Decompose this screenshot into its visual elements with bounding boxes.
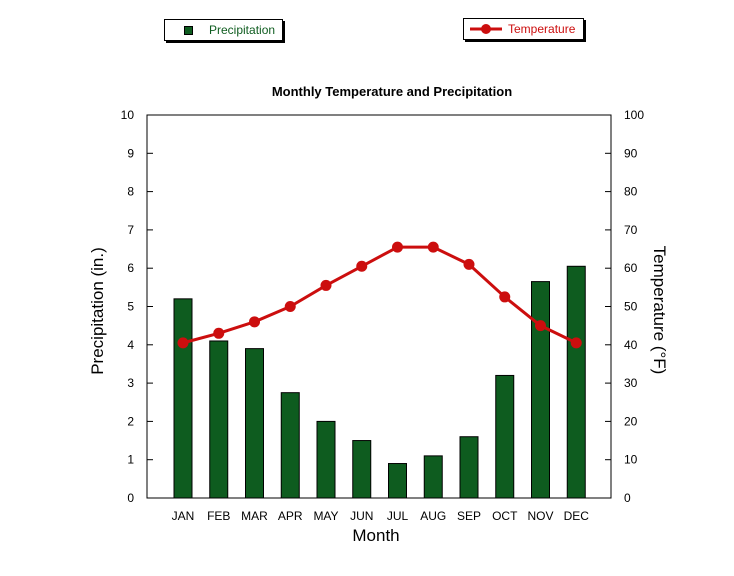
x-tick-label: FEB: [207, 509, 230, 523]
precipitation-bar: [316, 420, 336, 499]
y-left-tick-label: 10: [121, 108, 135, 122]
legend-precipitation-label: Precipitation: [209, 23, 276, 37]
temperature-point: [249, 316, 260, 328]
y-right-tick-label: 40: [624, 338, 638, 352]
temperature-point: [535, 320, 546, 332]
precipitation-bar: [209, 340, 229, 499]
y-left-tick-label: 0: [127, 491, 134, 505]
x-tick-label: AUG: [420, 509, 446, 523]
y-right-tick-label: 80: [624, 185, 638, 199]
y-axis-left-label: Precipitation (in.): [88, 247, 107, 375]
y-left-tick-label: 8: [127, 185, 134, 199]
y-right-tick-label: 0: [624, 491, 631, 505]
temperature-point: [320, 279, 332, 291]
x-tick-label: JAN: [172, 509, 195, 523]
legend-temperature-marker: [470, 24, 502, 34]
chart-title: Monthly Temperature and Precipitation: [272, 84, 512, 99]
x-tick-label: JUN: [350, 509, 373, 523]
x-tick-label: SEP: [457, 509, 481, 523]
precipitation-bar: [495, 374, 515, 499]
precipitation-bar: [352, 440, 372, 499]
y-left-tick-label: 9: [127, 146, 134, 160]
temperature-point: [213, 327, 225, 339]
temperature-line: [182, 245, 577, 345]
x-tick-label: MAY: [313, 509, 338, 523]
y-left-tick-label: 3: [127, 376, 134, 390]
x-tick-label: APR: [278, 509, 303, 523]
precipitation-bar: [245, 348, 264, 499]
y-axis-right-label: Temperature (°F): [650, 246, 669, 375]
precipitation-bar: [566, 265, 586, 499]
y-right-tick-label: 60: [624, 261, 638, 275]
x-tick-label: NOV: [527, 509, 553, 523]
legend-precipitation-swatch: [184, 26, 193, 35]
y-right-tick-label: 30: [624, 376, 638, 390]
y-left-tick-label: 2: [127, 414, 134, 428]
precipitation-bar: [459, 436, 479, 499]
precipitation-bar: [173, 298, 193, 499]
x-tick-label: OCT: [492, 509, 518, 523]
x-axis-label: Month: [352, 526, 399, 545]
precipitation-bar: [423, 455, 443, 499]
temperature-point: [499, 291, 511, 303]
precipitation-bar: [388, 463, 407, 499]
legend-temperature-label: Temperature: [508, 22, 576, 36]
temperature-point: [356, 260, 368, 272]
y-right-tick-label: 50: [624, 300, 638, 314]
y-right-tick-label: 70: [624, 223, 638, 237]
temperature-point: [392, 241, 403, 253]
y-right-tick-label: 20: [624, 414, 638, 428]
y-left-tick-label: 7: [127, 223, 134, 237]
y-left-tick-label: 6: [127, 261, 134, 275]
x-tick-label: DEC: [564, 509, 590, 523]
y-right-tick-label: 10: [624, 453, 638, 467]
x-tick-label: MAR: [241, 509, 268, 523]
temperature-point: [177, 337, 189, 349]
precipitation-bar: [280, 392, 300, 499]
y-right-tick-label: 90: [624, 146, 638, 160]
legend-precipitation: Precipitation: [164, 19, 283, 41]
temperature-point: [463, 258, 475, 270]
y-left-tick-label: 5: [127, 300, 134, 314]
y-left-tick-label: 1: [127, 453, 134, 467]
x-tick-label: JUL: [387, 509, 409, 523]
y-left-tick-label: 4: [127, 338, 134, 352]
y-right-tick-label: 100: [624, 108, 644, 122]
temperature-point: [284, 301, 296, 312]
precipitation-bar: [531, 281, 550, 499]
temperature-point: [570, 337, 582, 349]
temperature-point: [427, 241, 439, 253]
legend-temperature: Temperature: [463, 18, 584, 40]
